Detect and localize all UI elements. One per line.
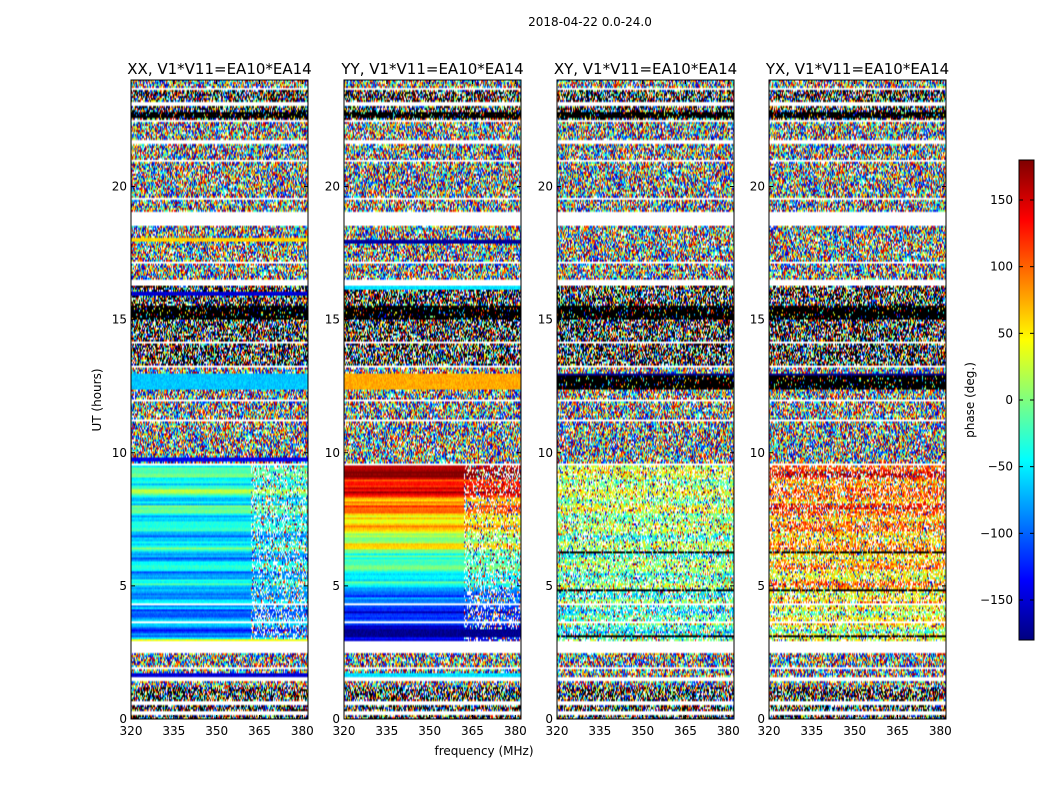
x-tick-label: 320 [333,724,356,738]
panel-title: XX, V1*V11=EA10*EA14 [127,60,311,78]
x-tick-label: 320 [120,724,143,738]
colorbar-tick-label: −50 [988,460,1013,474]
panel-1: XX, V1*V11=EA10*EA14 320 335 350 365 380 0 5 10 1… [112,60,314,738]
y-tick-label: 10 [325,446,340,460]
x-tick-label: 320 [758,724,781,738]
panel-frame [768,79,947,720]
panel-frame [343,79,522,720]
y-tick-label: 20 [325,180,340,194]
x-tick-label: 380 [929,724,952,738]
y-tick-label: 20 [112,180,127,194]
y-tick-label: 15 [538,313,553,327]
panel-title: YX, V1*V11=EA10*EA14 [765,60,949,78]
y-tick-label: 20 [538,180,553,194]
colorbar-tick-label: 50 [998,326,1013,340]
x-tick-label: 380 [504,724,527,738]
x-tick-label: 320 [546,724,569,738]
figure-suptitle: 2018-04-22 0.0-24.0 [528,15,652,29]
y-tick-label: 15 [325,313,340,327]
y-tick-label: 15 [112,313,127,327]
panel-title: XY, V1*V11=EA10*EA14 [554,60,737,78]
y-tick-label: 0 [757,712,765,726]
panel-2: YY, V1*V11=EA10*EA14 320 335 350 365 380 0 5 10 1… [325,60,527,738]
x-tick-label: 380 [291,724,314,738]
x-tick-label: 365 [461,724,484,738]
x-tick-label: 335 [588,724,611,738]
x-tick-label: 350 [631,724,654,738]
x-tick-label: 365 [886,724,909,738]
panel-4: YX, V1*V11=EA10*EA14 320 335 350 365 380 0 5 10 1… [750,60,952,738]
colorbar-label: phase (deg.) [963,362,977,438]
panel-frame [556,79,735,720]
panel-heatmap [557,80,734,719]
x-tick-label: 350 [205,724,228,738]
x-tick-label: 335 [800,724,823,738]
panel-heatmap [131,80,308,719]
x-tick-label: 380 [717,724,740,738]
x-tick-label: 335 [162,724,185,738]
y-tick-label: 0 [119,712,127,726]
y-tick-label: 5 [545,579,553,593]
y-tick-label: 5 [119,579,127,593]
colorbar-tick-label: −100 [980,526,1013,540]
colorbar-tick-label: −150 [980,593,1013,607]
y-tick-label: 20 [750,180,765,194]
x-tick-label: 350 [418,724,441,738]
y-axis-label: UT (hours) [90,368,104,431]
x-tick-label: 365 [674,724,697,738]
x-tick-label: 350 [843,724,866,738]
y-tick-label: 0 [332,712,340,726]
panels: XX, V1*V11=EA10*EA14 320 335 350 365 380 0 5 10 1… [112,60,952,738]
y-tick-label: 15 [750,313,765,327]
x-tick-label: 335 [375,724,398,738]
y-tick-label: 10 [538,446,553,460]
x-tick-label: 365 [248,724,271,738]
panel-3: XY, V1*V11=EA10*EA14 320 335 350 365 380 0 5 10 1… [538,60,740,738]
x-axis-label: frequency (MHz) [434,744,533,758]
panel-heatmap [769,80,946,719]
y-tick-label: 5 [332,579,340,593]
y-tick-label: 10 [112,446,127,460]
colorbar-tick-label: 0 [1005,393,1013,407]
panel-frame [130,79,309,720]
y-tick-label: 5 [757,579,765,593]
panel-title: YY, V1*V11=EA10*EA14 [340,60,523,78]
y-tick-label: 10 [750,446,765,460]
colorbar: −150 −100 −50 0 50 100 150 [980,159,1035,641]
y-tick-label: 0 [545,712,553,726]
colorbar-tick-label: 150 [990,193,1013,207]
panel-heatmap [344,80,521,719]
colorbar-tick-label: 100 [990,260,1013,274]
